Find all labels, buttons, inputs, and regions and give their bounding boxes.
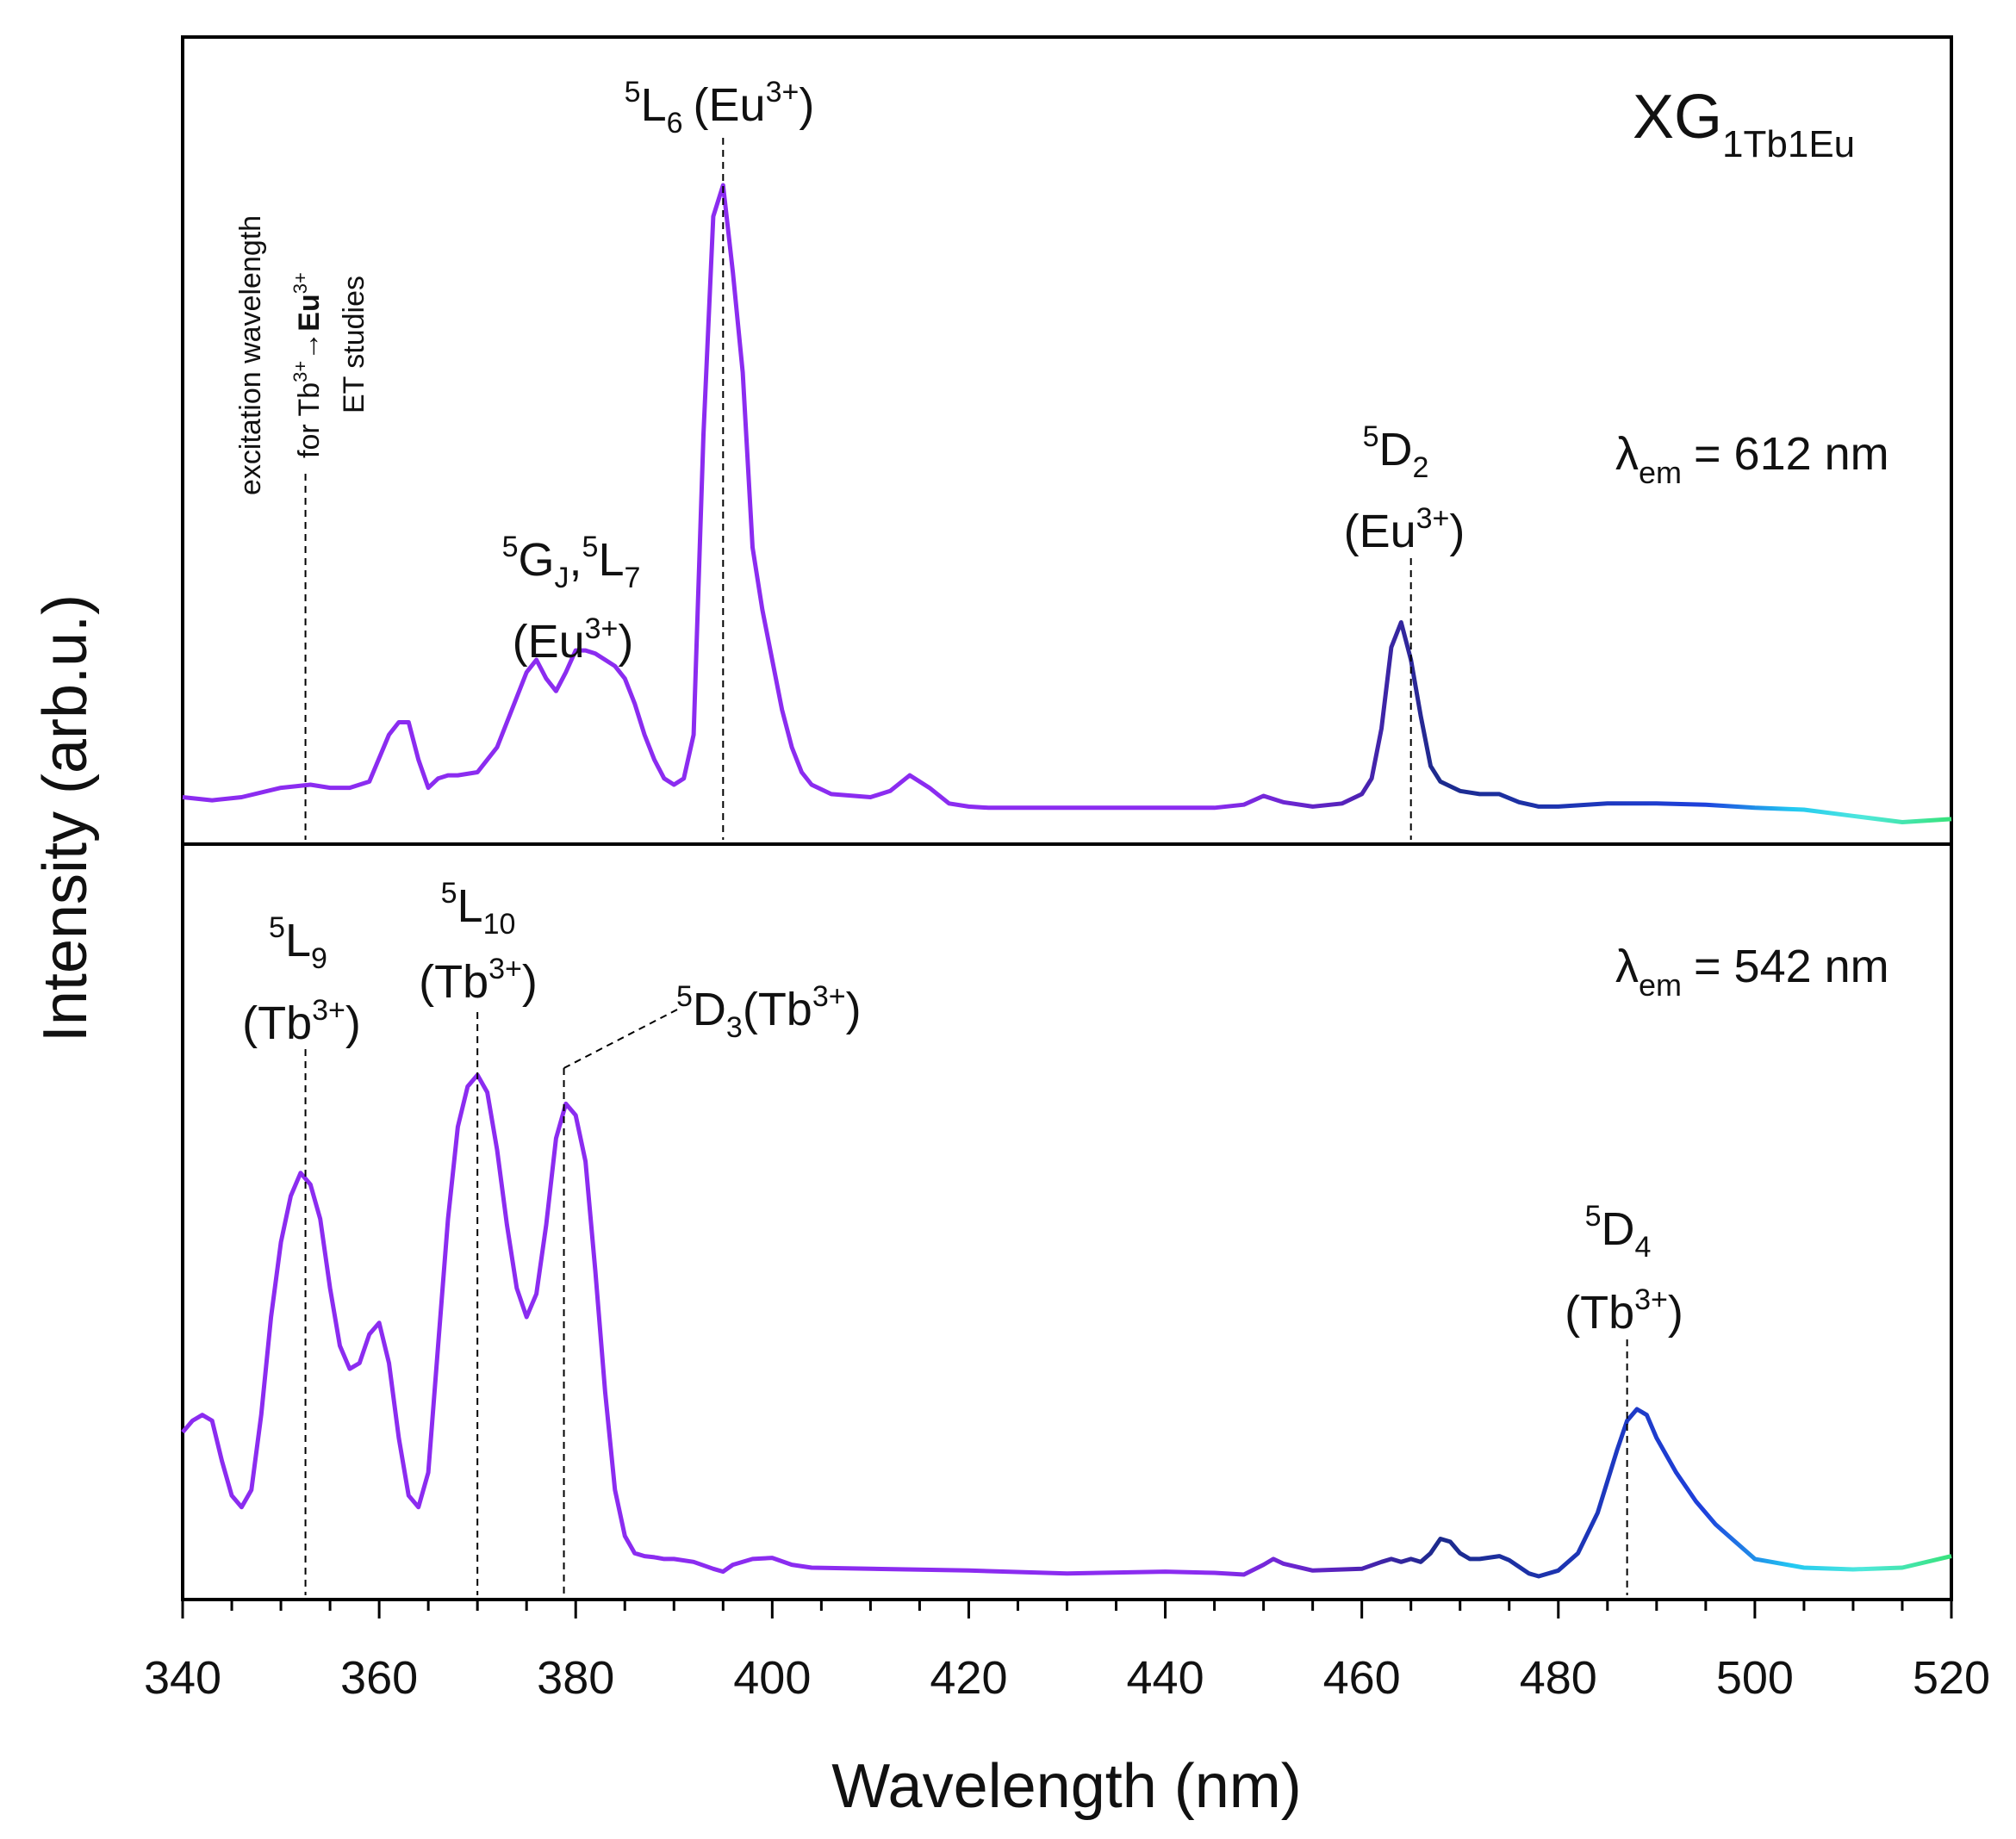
bottom-emission-label: λem = 542 nm [1615,941,1889,1003]
label-5GJ-5L7-ion: (Eu3+) [513,612,634,668]
sample-title: XG1Tb1Eu [1633,83,1855,165]
x-tick-label-440: 440 [1127,1652,1204,1704]
x-axis-tick-labels: 340 360 380 400 420 440 460 480 500 520 [144,1652,1990,1704]
label-5D4-ion: (Tb3+) [1565,1283,1683,1339]
label-5L9: 5L9 [269,911,327,975]
x-tick-label-340: 340 [144,1652,221,1704]
x-tick-label-500: 500 [1716,1652,1794,1704]
bottom-spectrum-line [181,1072,1952,1579]
x-tick-label-460: 460 [1323,1652,1401,1704]
y-axis-title: Intensity (arb.u.) [31,594,100,1042]
label-5D2: 5D2 [1363,420,1429,484]
top-spectrum-line [182,183,1952,824]
x-tick-label-400: 400 [733,1652,811,1704]
label-5D2-ion: (Eu3+) [1344,502,1465,557]
excitation-note: excitation wavelength for Tb3+→Eu3+ ET s… [234,215,370,495]
svg-text:excitation wavelength: excitation wavelength [234,215,267,495]
label-5GJ-5L7-line1: 5GJ,5L7 [502,531,641,594]
svg-text:for Tb3+→Eu3+: for Tb3+→Eu3+ [289,272,326,458]
label-5D4: 5D4 [1585,1200,1652,1264]
top-emission-label: λem = 612 nm [1615,428,1889,490]
x-tick-label-480: 480 [1520,1652,1597,1704]
label-5D3: 5D3(Tb3+) [676,980,862,1044]
label-5L6: 5L6 (Eu3+) [625,76,815,140]
svg-text:ET studies: ET studies [338,276,370,413]
x-tick-label-520: 520 [1913,1652,1990,1704]
x-tick-label-360: 360 [340,1652,418,1704]
dash-5D3-leader [563,1007,681,1069]
label-5L10-ion: (Tb3+) [419,953,538,1008]
label-5L10: 5L10 [441,877,516,941]
x-axis-ticks [181,1600,1953,1618]
x-tick-label-380: 380 [537,1652,614,1704]
x-tick-label-420: 420 [930,1652,1007,1704]
x-axis-title: Wavelength (nm) [831,1752,1302,1821]
label-5L9-ion: (Tb3+) [242,994,361,1049]
top-panel-frame [181,35,1953,846]
